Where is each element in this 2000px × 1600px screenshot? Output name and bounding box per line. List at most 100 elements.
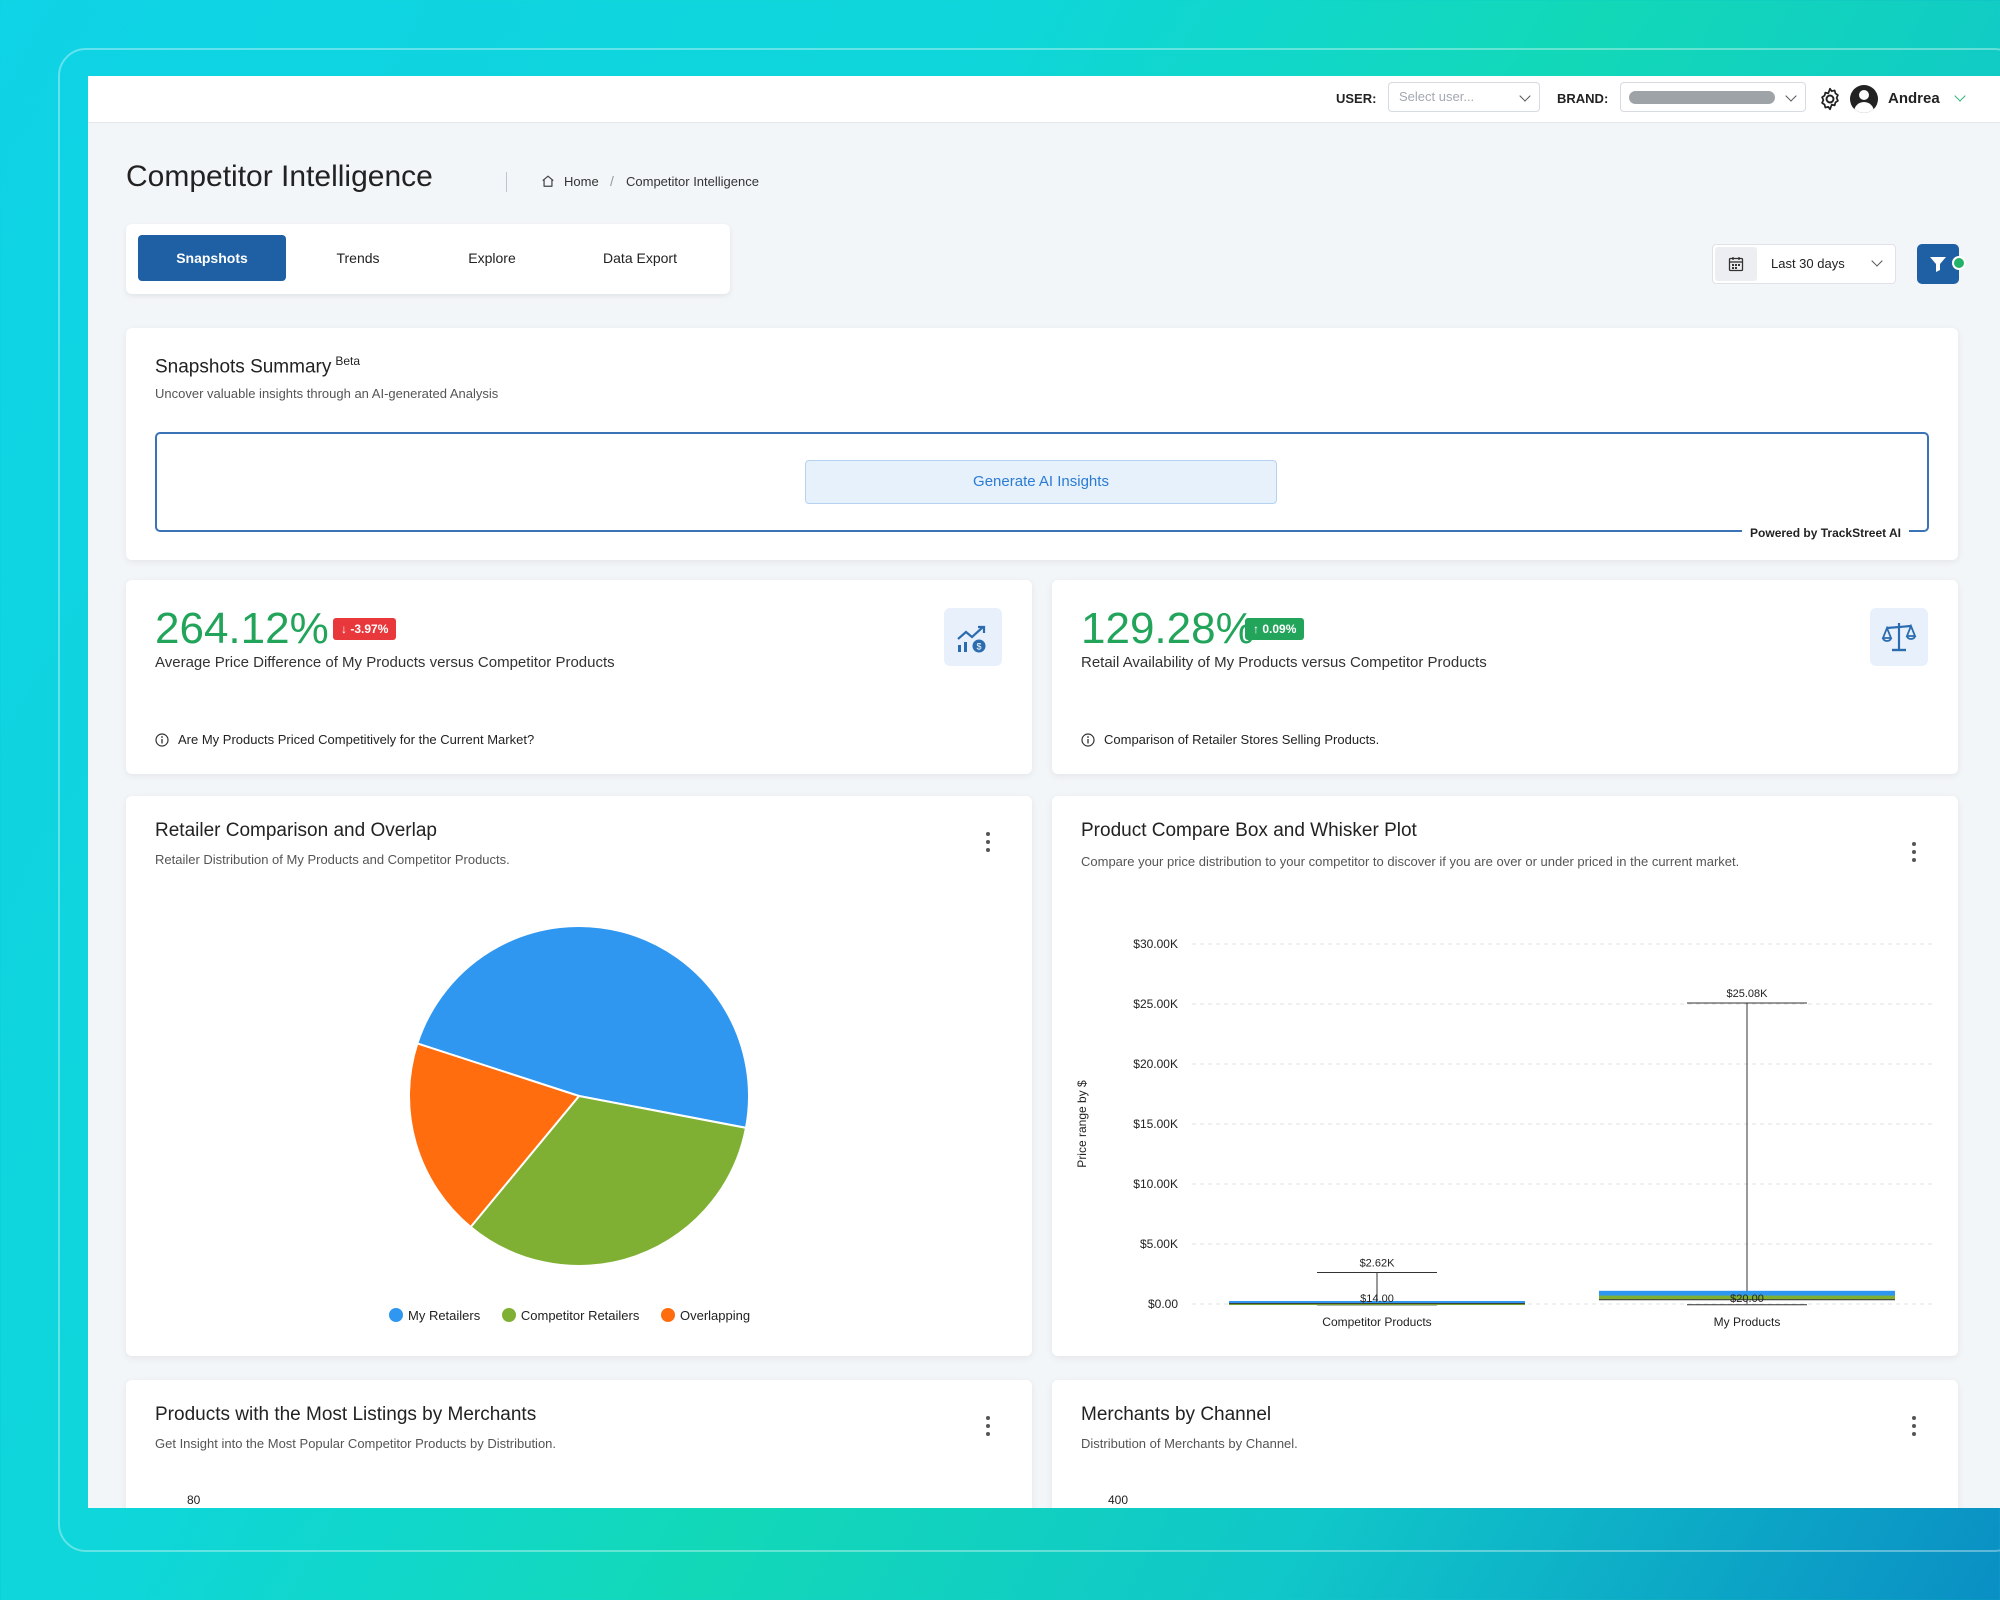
legend-item-my-retailers[interactable]: My Retailers xyxy=(389,1307,480,1323)
chevron-down-icon xyxy=(1871,255,1883,267)
min-value-label: $20.00 xyxy=(1730,1293,1764,1305)
brand-label: BRAND: xyxy=(1557,91,1609,106)
kpi-retail-availability-card: 129.28% ↑ 0.09% Retail Availability of M… xyxy=(1052,580,1958,774)
box-lower[interactable] xyxy=(1599,1295,1895,1300)
svg-text:$: $ xyxy=(976,642,981,652)
card-subtitle: Retailer Distribution of My Products and… xyxy=(155,852,510,867)
y-tick-label: $30.00K xyxy=(1133,937,1178,951)
calendar-icon xyxy=(1728,257,1744,272)
page-title: Competitor Intelligence xyxy=(126,160,433,193)
merchants-by-channel-card: Merchants by Channel Distribution of Mer… xyxy=(1052,1380,1958,1508)
user-name[interactable]: Andrea xyxy=(1888,90,1940,107)
price-trend-icon: $ xyxy=(957,625,986,653)
tab-explore[interactable]: Explore xyxy=(468,250,516,266)
y-tick-label: $15.00K xyxy=(1133,1117,1178,1131)
balance-scale-icon xyxy=(1881,623,1917,652)
card-title: Product Compare Box and Whisker Plot xyxy=(1081,820,1417,841)
most-listings-card: Products with the Most Listings by Merch… xyxy=(126,1380,1032,1508)
breadcrumb-home[interactable]: Home xyxy=(564,174,599,189)
x-category-label: Competitor Products xyxy=(1322,1315,1431,1329)
chevron-down-icon[interactable] xyxy=(1954,90,1966,102)
top-bar: USER: Select user... BRAND: Andrea xyxy=(88,76,2000,123)
tab-bar: Snapshots Trends Explore Data Export xyxy=(126,224,730,294)
pie-chart xyxy=(408,924,751,1267)
filter-icon xyxy=(1930,257,1946,272)
powered-by-label: Powered by TrackStreet AI xyxy=(1742,526,1909,540)
kpi-value: 264.12% xyxy=(155,604,329,653)
card-title: Merchants by Channel xyxy=(1081,1404,1272,1425)
ai-insights-box: Generate AI Insights Powered by TrackStr… xyxy=(155,432,1929,540)
pie-slice-overlapping[interactable] xyxy=(408,1042,581,1229)
breadcrumb-current: Competitor Intelligence xyxy=(626,174,759,189)
snapshots-summary-card: Snapshots Summary Beta Uncover valuable i… xyxy=(126,328,1958,560)
pie-slice-competitor-retailers[interactable] xyxy=(469,1094,748,1267)
card-subtitle: Distribution of Merchants by Channel. xyxy=(1081,1436,1298,1451)
arrow-down-icon: ↓ xyxy=(341,622,347,636)
pie-slice-my-retailers[interactable] xyxy=(416,924,751,1130)
tab-trends[interactable]: Trends xyxy=(336,250,380,266)
info-icon xyxy=(1081,733,1095,747)
breadcrumb-separator: / xyxy=(610,173,614,189)
user-label: USER: xyxy=(1336,91,1377,106)
y-axis-label: Price range by $ xyxy=(1075,1080,1089,1168)
axis-tick: 80 xyxy=(187,1493,201,1507)
max-value-label: $2.62K xyxy=(1360,1258,1396,1270)
brand-value-redacted xyxy=(1629,91,1775,104)
x-category-label: My Products xyxy=(1714,1315,1781,1329)
home-icon[interactable] xyxy=(541,174,555,188)
y-tick-label: $25.00K xyxy=(1133,997,1178,1011)
y-tick-label: $20.00K xyxy=(1133,1057,1178,1071)
axis-tick: 400 xyxy=(1108,1493,1129,1507)
calendar-icon-wrap xyxy=(1715,247,1757,281)
box-upper[interactable] xyxy=(1229,1301,1525,1304)
more-options-icon[interactable] xyxy=(986,1416,990,1436)
balance-scale-icon-wrap xyxy=(1870,608,1928,666)
legend-item-overlapping[interactable]: Overlapping xyxy=(661,1307,750,1323)
info-icon xyxy=(155,733,169,747)
card-title: Retailer Comparison and Overlap xyxy=(155,820,437,841)
beta-badge: Beta xyxy=(335,354,361,368)
card-subtitle: Compare your price distribution to your … xyxy=(1081,854,1740,869)
summary-title: Snapshots Summary Beta xyxy=(155,354,361,378)
legend-item-competitor-retailers[interactable]: Competitor Retailers xyxy=(501,1307,639,1323)
kpi-note: Are My Products Priced Competitively for… xyxy=(178,732,535,747)
more-options-icon[interactable] xyxy=(1912,842,1916,862)
chevron-down-icon xyxy=(1785,90,1797,102)
retailer-comparison-card: Retailer Comparison and Overlap Retailer… xyxy=(126,796,1032,1356)
filter-active-indicator xyxy=(1952,256,1966,270)
change-badge-positive: ↑ 0.09% xyxy=(1245,618,1305,640)
card-title: Products with the Most Listings by Merch… xyxy=(155,1404,537,1425)
summary-subtitle: Uncover valuable insights through an AI-… xyxy=(155,386,499,401)
app-window: USER: Select user... BRAND: Andrea Compe… xyxy=(88,76,2000,1508)
tab-snapshots[interactable]: Snapshots xyxy=(138,235,286,281)
arrow-up-icon: ↑ xyxy=(1253,622,1259,636)
card-subtitle: Get Insight into the Most Popular Compet… xyxy=(155,1436,557,1451)
y-tick-label: $0.00 xyxy=(1148,1297,1178,1311)
avatar[interactable] xyxy=(1850,85,1878,113)
user-select-placeholder: Select user... xyxy=(1399,89,1475,104)
y-tick-label: $10.00K xyxy=(1133,1177,1178,1191)
box-whisker-card: Product Compare Box and Whisker Plot Com… xyxy=(1052,796,1958,1356)
gear-icon[interactable] xyxy=(1817,86,1843,112)
price-trend-icon-wrap: $ xyxy=(944,608,1002,666)
divider xyxy=(506,172,507,192)
more-options-icon[interactable] xyxy=(1912,1416,1916,1436)
date-range-select[interactable]: Last 30 days xyxy=(1712,244,1896,284)
background-frame xyxy=(58,48,2000,1552)
max-value-label: $25.08K xyxy=(1727,988,1769,1000)
kpi-value: 129.28% xyxy=(1081,604,1255,653)
generate-ai-insights-button[interactable]: Generate AI Insights xyxy=(805,460,1277,504)
brand-select[interactable] xyxy=(1620,82,1806,112)
kpi-note: Comparison of Retailer Stores Selling Pr… xyxy=(1104,732,1380,747)
tab-data-export[interactable]: Data Export xyxy=(603,250,677,266)
date-range-value: Last 30 days xyxy=(1771,256,1845,271)
box-upper[interactable] xyxy=(1599,1290,1895,1300)
box-plot-chart: $0.00 $5.00K $10.00K $15.00K $20.00K $25.00K $… xyxy=(1075,937,1932,1329)
user-select[interactable]: Select user... xyxy=(1388,82,1540,112)
more-options-icon[interactable] xyxy=(986,832,990,852)
min-value-label: $14.00 xyxy=(1360,1293,1394,1305)
change-badge-negative: ↓ -3.97% xyxy=(333,618,397,640)
y-tick-label: $5.00K xyxy=(1140,1237,1178,1251)
pie-legend: My Retailers Competitor Retailers Overla… xyxy=(389,1306,750,1323)
kpi-label: Retail Availability of My Products versu… xyxy=(1081,654,1487,671)
